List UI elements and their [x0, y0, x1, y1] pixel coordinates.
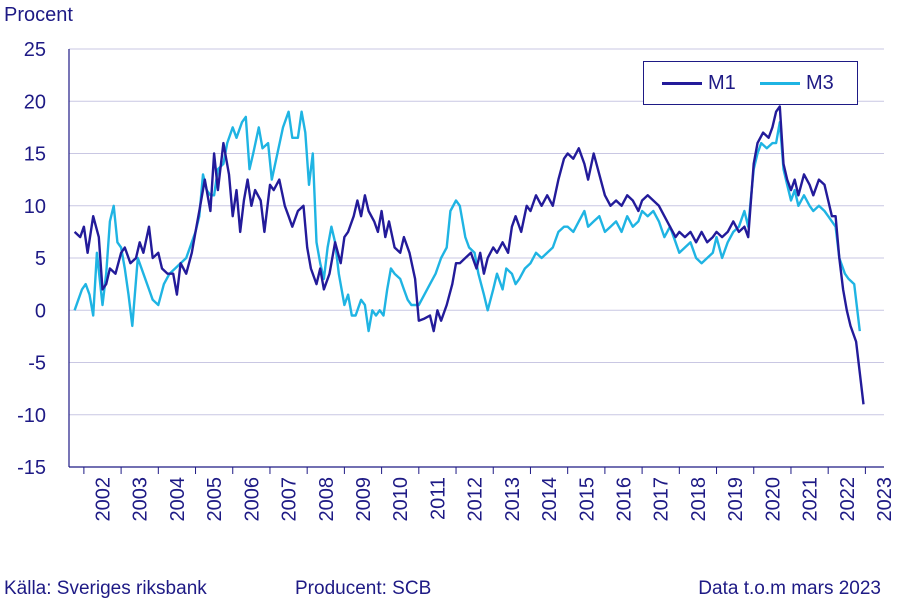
y-axis: -15 -10 -5 0 5 10 15 20 25: [17, 39, 70, 479]
x-tick-label: 2004: [167, 477, 189, 522]
legend-label-m1: M1: [708, 71, 736, 94]
legend-swatch-m1: [662, 81, 702, 85]
x-tick-label: 2018: [688, 477, 710, 522]
x-tick-label: 2021: [800, 477, 822, 522]
legend-item-m3: M3: [760, 70, 834, 96]
x-tick-label: 2006: [241, 477, 263, 522]
legend-label-m3: M3: [806, 71, 834, 94]
y-tick-label: -15: [17, 457, 46, 479]
series-line-m1: [73, 105, 865, 405]
x-tick-label: 2015: [576, 477, 598, 522]
y-tick-label: 5: [35, 248, 46, 270]
legend-swatch-m3: [760, 81, 800, 85]
x-tick-label: 2017: [651, 477, 673, 522]
x-tick-label: 2013: [502, 477, 524, 522]
legend-item-m1: M1: [662, 70, 736, 96]
data-date-note: Data t.o.m mars 2023: [698, 578, 881, 599]
y-tick-label: 10: [24, 196, 46, 218]
x-tick-label: 2014: [539, 477, 561, 522]
series-line-m3: [73, 110, 861, 333]
x-tick-label: 2020: [762, 477, 784, 522]
x-tick-label: 2008: [316, 477, 338, 522]
series-lines: [73, 105, 865, 405]
legend: M1 M3: [643, 61, 858, 105]
y-axis-title: Procent: [4, 4, 73, 26]
y-tick-label: -5: [28, 353, 46, 375]
x-tick-label: 2005: [204, 477, 226, 522]
y-tick-label: -10: [17, 405, 46, 427]
x-tick-label: 2007: [279, 477, 301, 522]
x-tick-label: 2022: [837, 477, 859, 522]
x-tick-label: 2023: [874, 477, 896, 522]
x-axis: 2002 2003 2004 2005 2006 2007 2008 2009 2010 2011…: [69, 466, 896, 522]
x-tick-label: 2002: [92, 477, 114, 522]
x-tick-label: 2011: [427, 477, 449, 520]
producer-note: Producent: SCB: [295, 578, 432, 599]
y-tick-label: 20: [24, 91, 46, 113]
y-tick-label: 25: [24, 39, 46, 61]
source-note: Källa: Sveriges riksbank: [4, 578, 207, 599]
y-tick-label: 0: [35, 300, 46, 322]
x-tick-label: 2016: [613, 477, 635, 522]
x-tick-label: 2012: [465, 477, 487, 522]
x-tick-label: 2009: [353, 477, 375, 522]
x-tick-label: 2010: [390, 477, 412, 522]
y-tick-label: 15: [24, 144, 46, 166]
x-tick-label: 2019: [725, 477, 747, 522]
x-tick-label: 2003: [130, 477, 152, 522]
